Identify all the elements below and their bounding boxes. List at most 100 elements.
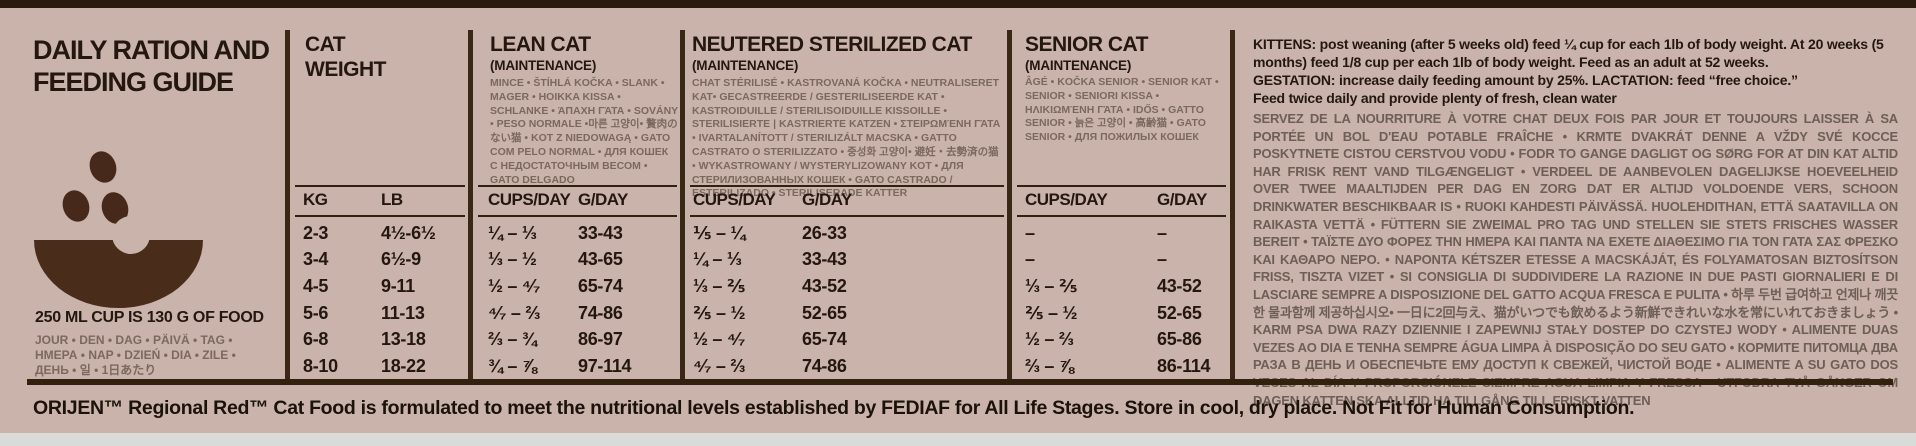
grams-value: 52-65: [1157, 302, 1202, 323]
grams-value: 86-97: [578, 329, 623, 350]
table-row: ⅕ – ¼ 26-33: [693, 220, 883, 247]
cups-value: ⅕ – ¼: [693, 222, 746, 243]
grams-value: 33-43: [802, 249, 847, 270]
cups-value: ⅔ – ¾: [488, 329, 537, 350]
lean-column-subtitle: (MAINTENANCE): [490, 58, 597, 73]
grams-value: 43-52: [802, 275, 847, 296]
cups-header: CUPS/DAY: [488, 190, 571, 209]
grams-value: 33-43: [578, 222, 623, 243]
grams-value: 97-114: [578, 355, 632, 376]
neutered-table-rows: ⅕ – ¼ 26-33 ¼ – ⅓ 33-43 ⅓ – ⅖ 43-52 ⅖ – ½ 52…: [693, 220, 883, 380]
cups-value: –: [1025, 249, 1035, 270]
table-row: ¾ – ⅞ 97-114: [488, 353, 678, 380]
neutered-table-header: CUPS/DAY G/DAY: [693, 190, 852, 210]
cups-value: ⅓ – ½: [488, 249, 537, 270]
gestation-note: GESTATION: increase daily feeding amount…: [1253, 72, 1798, 88]
grams-value: 65-74: [578, 275, 623, 296]
kg-value: 3-4: [303, 249, 329, 270]
neutered-translations: CHAT STÉRILISÉ • KASTROVANÁ KOČKA • NEUT…: [692, 77, 1001, 200]
grams-value: 74-86: [802, 355, 847, 376]
water-note: Feed twice daily and provide plenty of f…: [1253, 90, 1617, 106]
feeding-notes: KITTENS: post weaning (after 5 weeks old…: [1253, 35, 1901, 107]
cups-value: ⅖ – ½: [693, 302, 746, 323]
column-divider: [1007, 30, 1012, 381]
kg-value: 5-6: [303, 302, 329, 323]
grams-header: G/DAY: [1157, 190, 1207, 209]
senior-column-title: SENIOR CAT: [1025, 33, 1148, 56]
lb-value: 9-11: [381, 275, 415, 296]
lean-table-header: CUPS/DAY G/DAY: [488, 190, 628, 210]
lb-header: LB: [381, 190, 403, 209]
table-row: 3-4 6½-9: [303, 247, 468, 274]
table-rule: [478, 185, 677, 187]
senior-translations: ÂGÉ • KOČKA SENIOR • SENIOR KAT • SENIOR…: [1025, 76, 1219, 144]
grams-value: 26-33: [802, 222, 847, 243]
grams-value: –: [1157, 222, 1167, 243]
table-rule: [690, 185, 1004, 187]
page-title: DAILY RATION AND FEEDING GUIDE: [33, 34, 270, 98]
weight-table-header: KG LB: [303, 190, 403, 210]
cups-value: ½ – ⅔: [1025, 329, 1074, 350]
senior-table-rows: – – – – ⅓ – ⅖ 43-52 ⅖ – ½ 52-65 ½ – ⅔ 65-86 ⅔…: [1025, 220, 1215, 380]
table-row: ⅖ – ½ 52-65: [1025, 300, 1215, 327]
neutered-column-subtitle: (MAINTENANCE): [692, 58, 799, 73]
cups-value: ⅓ – ⅖: [693, 275, 746, 296]
lb-value: 6½-9: [381, 249, 421, 270]
senior-table-header: CUPS/DAY G/DAY: [1025, 190, 1207, 210]
table-row: ⅖ – ½ 52-65: [693, 300, 883, 327]
cups-header: CUPS/DAY: [693, 190, 776, 209]
cup-measure-note: 250 ML CUP IS 130 G OF FOOD: [35, 309, 264, 326]
grams-header: G/DAY: [802, 190, 852, 209]
table-rule: [690, 215, 1004, 217]
cups-value: ¾ – ⅞: [488, 355, 537, 376]
column-divider: [285, 30, 290, 381]
table-rule: [295, 215, 465, 217]
grams-value: 65-74: [802, 329, 847, 350]
lb-value: 18-22: [381, 355, 426, 376]
cups-value: ⁴⁄₇ – ⅔: [488, 302, 541, 323]
table-row: 4-5 9-11: [303, 273, 468, 300]
table-row: ⅔ – ¾ 86-97: [488, 326, 678, 353]
top-edge-strip: [0, 0, 1916, 8]
cups-value: ¼ – ⅓: [693, 249, 742, 270]
table-row: ⅓ – ⅖ 43-52: [1025, 273, 1215, 300]
weight-title-line1: CAT: [305, 33, 346, 56]
kibble-bowl-icon: [34, 151, 203, 308]
lb-value: 4½-6½: [381, 222, 436, 243]
cups-value: ⁴⁄₇ – ⅔: [693, 355, 746, 376]
kg-header: KG: [303, 190, 328, 209]
lean-table-rows: ¼ – ⅓ 33-43 ⅓ – ½ 43-65 ½ – ⁴⁄₇ 65-74 ⁴⁄₇ –…: [488, 220, 678, 380]
grams-header: G/DAY: [578, 190, 628, 209]
grams-value: 52-65: [802, 302, 847, 323]
day-translations: JOUR • DEN • DAG • PÄIVÄ • TAG • ΗΜΕΡΑ •…: [35, 333, 236, 378]
bottom-edge-strip: [0, 433, 1916, 446]
cups-value: ⅖ – ½: [1025, 302, 1078, 323]
footer-rule: [27, 379, 1893, 385]
grams-value: 65-86: [1157, 329, 1202, 350]
senior-column-subtitle: (MAINTENANCE): [1025, 58, 1132, 73]
weight-title-line2: WEIGHT: [305, 58, 387, 81]
lb-value: 13-18: [381, 329, 426, 350]
table-row: ⅓ – ⅖ 43-52: [693, 273, 883, 300]
column-divider: [1230, 30, 1235, 381]
lean-translations: MINCE • ŠTÍHLÁ KOČKA • SLANK • MAGER • H…: [490, 77, 679, 186]
grams-value: 43-65: [578, 249, 623, 270]
cups-value: ½ – ⁴⁄₇: [693, 329, 746, 350]
table-row: ¼ – ⅓ 33-43: [693, 247, 883, 274]
page-title-line2: FEEDING GUIDE: [33, 67, 234, 97]
table-row: ⅔ – ⅞ 86-114: [1025, 353, 1215, 380]
grams-value: 74-86: [578, 302, 623, 323]
grams-value: 43-52: [1157, 275, 1202, 296]
grams-value: 86-114: [1157, 355, 1211, 376]
table-rule: [1017, 185, 1226, 187]
table-row: 5-6 11-13: [303, 300, 468, 327]
cups-value: ⅔ – ⅞: [1025, 355, 1074, 376]
column-divider: [680, 30, 685, 381]
table-row: ⁴⁄₇ – ⅔ 74-86: [488, 300, 678, 327]
feeding-notes-translations: SERVEZ DE LA NOURRITURE À VOTRE CHAT DEU…: [1253, 111, 1898, 408]
table-row: ½ – ⁴⁄₇ 65-74: [693, 326, 883, 353]
table-row: ½ – ⅔ 65-86: [1025, 326, 1215, 353]
cups-value: ¼ – ⅓: [488, 222, 537, 243]
column-divider: [468, 30, 473, 381]
table-row: 6-8 13-18: [303, 326, 468, 353]
